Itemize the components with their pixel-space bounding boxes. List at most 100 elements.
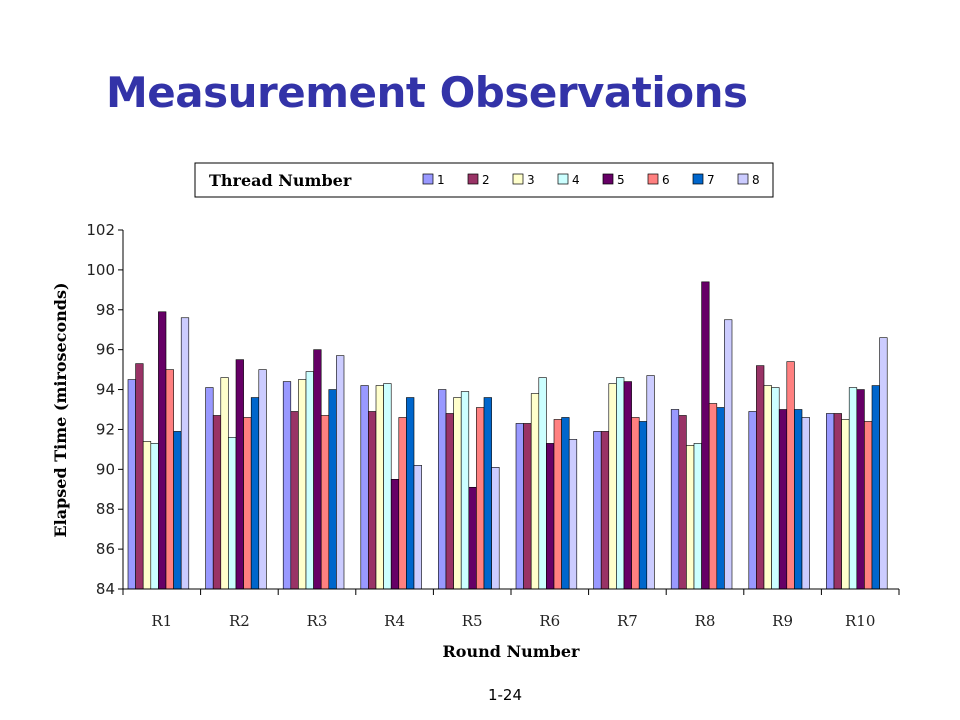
bar <box>453 397 462 590</box>
bar <box>631 417 640 590</box>
bar <box>826 413 835 590</box>
bar <box>523 423 532 590</box>
bar <box>243 417 252 590</box>
bar <box>406 397 415 590</box>
y-tick-label: 98 <box>96 301 115 319</box>
bar <box>235 359 244 590</box>
bar <box>748 411 757 590</box>
legend-swatch <box>602 173 614 185</box>
x-tick-label: R9 <box>772 612 793 630</box>
bar <box>360 385 369 590</box>
y-tick-label: 88 <box>96 500 115 518</box>
y-tick-label: 100 <box>86 261 115 279</box>
bar <box>398 417 407 590</box>
bar <box>212 415 222 590</box>
page-number: 1-24 <box>487 686 523 704</box>
x-tick-label: R5 <box>462 612 483 630</box>
bar <box>165 369 174 590</box>
bar <box>724 319 733 590</box>
bar <box>460 391 470 590</box>
bar <box>515 423 524 590</box>
legend-label: 8 <box>752 173 760 187</box>
legend-swatch <box>557 173 569 185</box>
bar <box>670 409 680 590</box>
bar <box>879 337 888 590</box>
y-tick-label: 92 <box>96 420 115 438</box>
bar <box>608 383 617 590</box>
bar <box>173 431 182 590</box>
bar <box>282 381 292 590</box>
bar <box>305 371 314 590</box>
bar <box>383 383 392 590</box>
legend-swatch <box>512 173 524 185</box>
x-tick-label: R6 <box>539 612 560 630</box>
x-tick-label: R1 <box>151 612 172 630</box>
legend-label: 7 <box>707 173 715 187</box>
bar <box>693 443 702 590</box>
bar <box>250 397 260 590</box>
bar <box>483 397 492 590</box>
legend-swatch <box>467 173 479 185</box>
x-tick-label: R4 <box>384 612 405 630</box>
bar <box>142 441 152 590</box>
legend-title: Thread Number <box>209 171 352 190</box>
legend-label: 3 <box>527 173 535 187</box>
legend-swatch <box>737 173 749 185</box>
bar <box>158 311 167 590</box>
bar <box>848 387 858 590</box>
bar <box>468 486 477 590</box>
bar <box>546 443 555 590</box>
x-tick-label: R10 <box>845 612 875 630</box>
y-tick-label: 94 <box>96 381 115 399</box>
legend-swatch <box>422 173 434 185</box>
bar <box>491 467 500 590</box>
bar <box>313 349 322 590</box>
bar <box>127 379 136 590</box>
bar <box>150 443 159 590</box>
y-axis-title: Elapsed Time (miroseconds) <box>51 282 70 537</box>
bar <box>298 379 307 590</box>
bar <box>258 369 267 590</box>
bar <box>568 439 578 590</box>
bar <box>833 413 842 590</box>
bar <box>638 421 648 590</box>
bar <box>390 479 400 590</box>
bar <box>336 355 345 590</box>
x-tick-label: R8 <box>695 612 716 630</box>
bar <box>763 385 772 590</box>
x-tick-label: R2 <box>229 612 250 630</box>
bar <box>778 409 788 590</box>
bar <box>716 407 725 590</box>
x-tick-label: R3 <box>307 612 328 630</box>
bar <box>476 407 485 590</box>
bar <box>686 445 695 590</box>
bar <box>794 409 803 590</box>
bar <box>856 389 865 590</box>
bar <box>553 419 562 590</box>
legend-box <box>194 162 774 198</box>
bar <box>701 281 710 590</box>
legend-swatch <box>647 173 659 185</box>
bar <box>445 413 454 590</box>
legend-label: 2 <box>482 173 490 187</box>
y-tick-label: 90 <box>96 460 115 478</box>
bar <box>205 387 214 590</box>
bar <box>678 415 687 590</box>
y-tick-label: 84 <box>96 580 115 598</box>
legend-label: 6 <box>662 173 670 187</box>
y-tick-label: 102 <box>86 221 115 239</box>
bar <box>135 363 144 590</box>
bar <box>320 415 330 590</box>
y-tick-label: 86 <box>96 540 115 558</box>
slide-title: Measurement Observations <box>106 68 748 117</box>
x-tick-label: R7 <box>617 612 638 630</box>
bar <box>413 465 422 590</box>
bar <box>290 411 299 590</box>
bar <box>561 417 570 590</box>
bar <box>864 421 873 590</box>
bar <box>623 381 632 590</box>
bar <box>368 411 377 590</box>
bar <box>180 317 190 590</box>
bar <box>786 361 795 590</box>
bar <box>708 403 718 590</box>
